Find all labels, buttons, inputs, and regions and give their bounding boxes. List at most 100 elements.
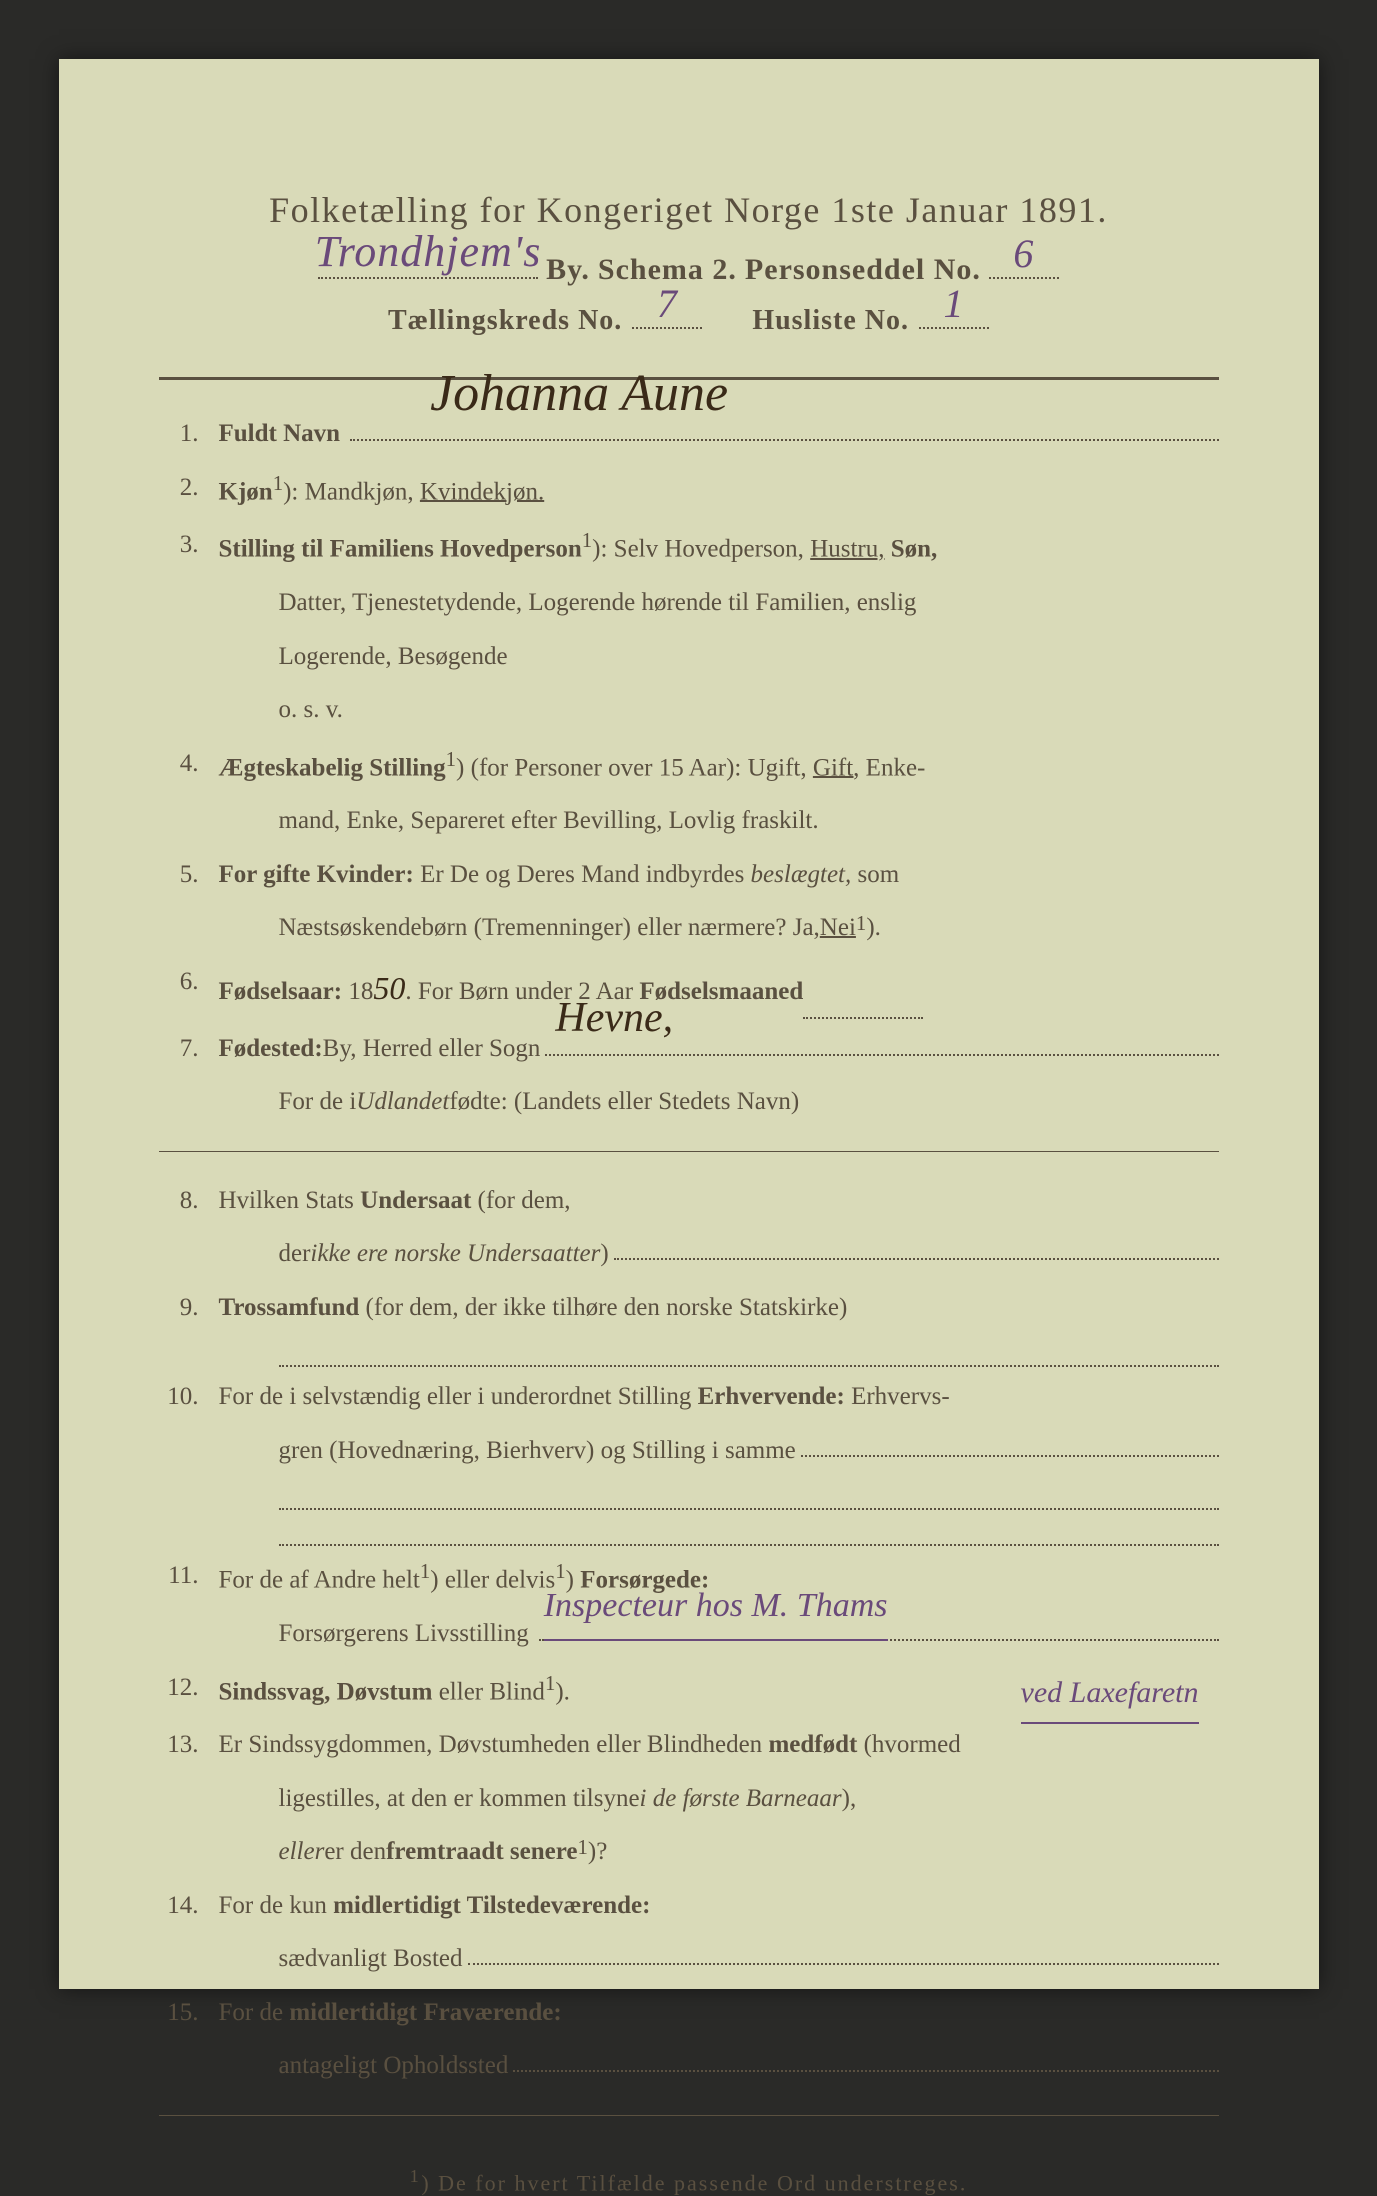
full-name-value: Johanna Aune — [430, 345, 728, 444]
field-4-cont: mand, Enke, Separeret efter Bevilling, L… — [159, 797, 1219, 845]
field-14: 14. For de kun midlertidigt Tilstedevære… — [159, 1882, 1219, 1930]
sup: 1 — [446, 747, 456, 771]
field-text: For de i selvstændig eller i underordnet… — [219, 1383, 698, 1410]
field-bold: fremtraadt senere — [386, 1828, 577, 1876]
selected-option: Gift, — [813, 754, 860, 781]
field-italic: Udlandet — [356, 1078, 449, 1126]
field-3-cont: Logerende, Besøgende — [159, 633, 1219, 681]
field-num: 6. — [159, 958, 219, 1019]
field-text: Forsørgerens Livsstilling — [279, 1610, 529, 1658]
census-form-page: Folketælling for Kongeriget Norge 1ste J… — [59, 59, 1319, 1989]
field-num: 1. — [159, 410, 219, 458]
field-5-cont: Næstsøskendebørn (Tremenninger) eller næ… — [159, 904, 1219, 952]
field-text: fødte: (Landets eller Stedets Navn) — [449, 1078, 799, 1126]
provider-value: Inspecteur hos M. Thams — [544, 1574, 888, 1642]
sup: 1 — [420, 1559, 430, 1583]
field-bold: midlertidigt Tilstedeværende: — [333, 1892, 650, 1919]
field-italic: beslægtet, — [751, 861, 852, 888]
husliste-no: 1 — [944, 280, 965, 327]
field-num: 15. — [159, 1989, 219, 2037]
field-num: 7. — [159, 1025, 219, 1073]
field-text: er den — [324, 1828, 386, 1876]
field-text: ) (for Personer over 15 Aar): Ugift, — [456, 754, 813, 781]
city-handwritten: Trondhjem's — [315, 226, 542, 277]
field-num: 3. — [159, 521, 219, 573]
field-num: 5. — [159, 851, 219, 899]
footnote-text: ) De for hvert Tilfælde passende Ord und… — [421, 2170, 967, 2195]
main-title: Folketælling for Kongeriget Norge 1ste J… — [159, 189, 1219, 231]
field-14-cont: sædvanligt Bosted — [159, 1935, 1219, 1983]
field-text: Enke- — [859, 754, 925, 781]
selected-option: Kvindekjøn. — [420, 478, 544, 505]
header-line-3: Tællingskreds No. 7 Husliste No. 1 — [159, 305, 1219, 337]
field-10-cont: gren (Hovednæring, Bierhverv) og Stillin… — [159, 1427, 1219, 1475]
field-text: Søn, — [885, 536, 938, 563]
taellingskreds-label: Tællingskreds No. — [388, 305, 622, 337]
field-12: 12. Sindssvag, Døvstum eller Blind1). ve… — [159, 1664, 1219, 1716]
field-num: 4. — [159, 740, 219, 792]
field-9: 9. Trossamfund (for dem, der ikke tilhør… — [159, 1284, 1219, 1332]
field-bold: Undersaat — [360, 1187, 471, 1214]
field-text: (hvormed — [857, 1731, 960, 1758]
field-num: 10. — [159, 1373, 219, 1421]
field-6: 6. Fødselsaar: 1850. For Børn under 2 Aa… — [159, 958, 1219, 1019]
field-label: Kjøn — [219, 478, 273, 505]
sup: 1 — [410, 2166, 422, 2186]
field-text: Er Sindssygdommen, Døvstumheden eller Bl… — [219, 1731, 769, 1758]
form-body: 1. Fuldt Navn Johanna Aune 2. Kjøn1): Ma… — [159, 410, 1219, 2090]
field-num: 9. — [159, 1284, 219, 1332]
field-label: For gifte Kvinder: — [219, 861, 414, 888]
field-text: Hvilken Stats — [219, 1187, 361, 1214]
selected-option: Nei — [820, 904, 856, 952]
sup: 1 — [577, 1828, 587, 1876]
field-3-cont: Datter, Tjenestetydende, Logerende høren… — [159, 579, 1219, 627]
field-9-line — [159, 1337, 1219, 1367]
field-italic: i de første Barneaar — [640, 1775, 842, 1823]
field-15-cont: antageligt Opholdssted — [159, 2042, 1219, 2090]
field-italic: ikke ere norske Undersaatter — [310, 1230, 600, 1278]
field-8-cont: der ikke ere norske Undersaatter) — [159, 1230, 1219, 1278]
sup: 1 — [273, 471, 283, 495]
field-text: Datter, Tjenestetydende, Logerende høren… — [279, 579, 917, 627]
form-header: Folketælling for Kongeriget Norge 1ste J… — [159, 189, 1219, 337]
field-num: 11. — [159, 1552, 219, 1604]
field-text: ) — [600, 1230, 608, 1278]
sup: 1 — [582, 528, 592, 552]
field-text: sædvanligt Bosted — [279, 1935, 463, 1983]
field-label: Fuldt Navn — [219, 410, 341, 458]
field-num: 13. — [159, 1721, 219, 1769]
personseddel-no: 6 — [1013, 230, 1034, 277]
field-label: Ægteskabelig Stilling — [219, 754, 446, 781]
field-label: Sindssvag, Døvstum — [219, 1678, 433, 1705]
field-text: By, Herred eller Sogn — [323, 1025, 541, 1073]
field-text: )? — [588, 1828, 607, 1876]
sup: 1 — [545, 1671, 555, 1695]
field-13: 13. Er Sindssygdommen, Døvstumheden elle… — [159, 1721, 1219, 1769]
field-bold: medfødt — [768, 1731, 857, 1758]
footnote: 1) De for hvert Tilfælde passende Ord un… — [159, 2166, 1219, 2196]
sup: 1 — [856, 904, 866, 952]
provider-value-2: ved Laxefaretn — [1021, 1664, 1199, 1724]
field-7-cont: For de i Udlandet fødte: (Landets eller … — [159, 1078, 1219, 1126]
field-3: 3. Stilling til Familiens Hovedperson1):… — [159, 521, 1219, 573]
field-text: som — [851, 861, 899, 888]
birth-year: 50 — [373, 970, 405, 1006]
field-text: gren (Hovednæring, Bierhverv) og Stillin… — [279, 1427, 796, 1475]
field-10: 10. For de i selvstændig eller i underor… — [159, 1373, 1219, 1421]
divider — [159, 1151, 1219, 1152]
by-label: By. — [546, 253, 590, 287]
field-text: Er De og Deres Mand indbyrdes — [414, 861, 751, 888]
field-label: Trossamfund — [219, 1294, 360, 1321]
field-text: For de i — [279, 1078, 357, 1126]
field-13-cont: eller er den fremtraadt senere 1)? — [159, 1828, 1219, 1876]
field-13-cont: ligestilles, at den er kommen tilsyne i … — [159, 1775, 1219, 1823]
field-label: Stilling til Familiens Hovedperson — [219, 536, 582, 563]
field-4: 4. Ægteskabelig Stilling1) (for Personer… — [159, 740, 1219, 792]
field-italic: eller — [279, 1828, 325, 1876]
field-5: 5. For gifte Kvinder: Er De og Deres Man… — [159, 851, 1219, 899]
field-text: ligestilles, at den er kommen tilsyne — [279, 1775, 640, 1823]
field-text: ), — [842, 1775, 857, 1823]
field-num: 14. — [159, 1882, 219, 1930]
birthplace-value: Hevne, — [555, 979, 673, 1059]
field-15: 15. For de midlertidigt Fraværende: — [159, 1989, 1219, 2037]
